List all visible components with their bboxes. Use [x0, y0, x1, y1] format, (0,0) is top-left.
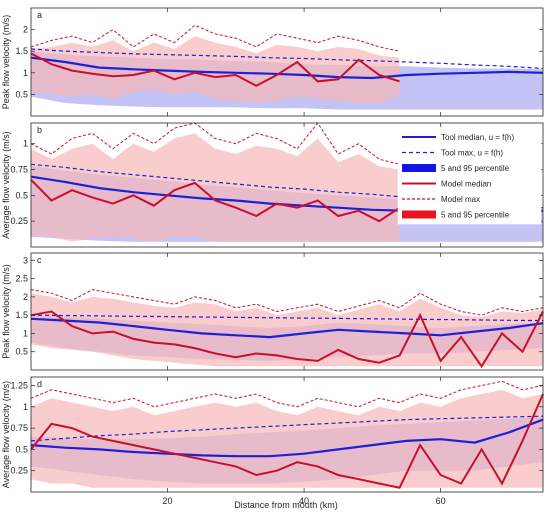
model-max-line [30, 122, 400, 165]
y-axis-label: Peak flow velocity (m/s) [1, 264, 11, 359]
model-max-line [30, 380, 544, 408]
panel-a-frame [30, 7, 544, 117]
model-median-line [30, 310, 544, 369]
model-percentile-band [31, 133, 400, 242]
legend: Tool median, u = f(h) Tool max, u = f(h) 5… [397, 127, 542, 225]
x-tick-label: 40 [299, 496, 309, 506]
tool-max-line [30, 415, 544, 442]
legend-swatch-tool-band [402, 164, 436, 172]
y-tick-label: 1 [23, 68, 28, 78]
model-median-line [30, 179, 401, 223]
legend-swatch-model-band [402, 210, 436, 219]
y-tick-label: 1.5 [15, 310, 28, 320]
y-tick-label: 0.25 [10, 466, 28, 476]
y-tick-label: 0.5 [15, 190, 28, 200]
legend-label: Tool median, u = f(h) [441, 133, 514, 142]
y-tick-label: 0.75 [10, 165, 28, 175]
legend-label: Tool max, u = f(h) [441, 149, 503, 158]
legend-label: Model max [441, 195, 480, 204]
y-axis-label: Peak flow velocity (m/s) [1, 15, 11, 110]
tool-median-line [30, 56, 544, 80]
y-tick-label: 0.5 [15, 444, 28, 454]
legend-label: 5 and 95 percentile [441, 164, 510, 173]
tool-median-line [30, 418, 544, 458]
y-tick-label: 3 [23, 255, 28, 265]
y-tick-label: 2 [23, 292, 28, 302]
model-median-line [30, 52, 400, 87]
panel-d-frame [30, 376, 544, 493]
x-tick-label: 20 [163, 496, 173, 506]
y-tick-label: 2 [23, 25, 28, 35]
tool-max-line [30, 314, 544, 322]
tool-median-line [30, 317, 544, 339]
y-tick-label: 0.5 [15, 347, 28, 357]
model-percentile-band [31, 389, 543, 488]
y-axis-label: Average flow velocity (m/s) [1, 381, 11, 488]
model-max-line [30, 289, 544, 316]
y-tick-label: 0.75 [10, 423, 28, 433]
y-tick-label: 1.25 [10, 381, 28, 391]
y-axis-label: Average flow velocity (m/s) [1, 131, 11, 238]
panels: 0.5 1 1.5 2 Peak flow velocity (m/s) a 0.25 0.5… [1, 7, 544, 506]
tool-max-line [30, 48, 544, 70]
legend-label: Model median [441, 180, 491, 189]
model-percentile-band [31, 293, 543, 367]
panel-b-frame [30, 122, 544, 248]
panel-c: 0.5 1 1.5 2 2.5 3 Peak flow velocity (m/s) c [1, 252, 544, 371]
legend-box [397, 127, 542, 225]
model-max-line [30, 24, 400, 52]
panel-label-a: a [37, 10, 42, 20]
x-tick-label: 60 [436, 496, 446, 506]
y-tick-label: 2.5 [15, 274, 28, 284]
y-tick-label: 1.5 [15, 46, 28, 56]
y-tick-label: 0.25 [10, 216, 28, 226]
panel-c-frame [30, 252, 544, 371]
panel-label-d: d [37, 379, 42, 389]
panel-a: 0.5 1 1.5 2 Peak flow velocity (m/s) a [1, 7, 544, 117]
panel-label-b: b [37, 125, 42, 135]
x-axis-label: Distance from mouth (km) [234, 500, 338, 510]
y-tick-label: 1 [23, 402, 28, 412]
y-tick-label: 0.5 [15, 89, 28, 99]
y-tick-label: 1 [23, 139, 28, 149]
legend-label: 5 and 95 percentile [441, 211, 510, 220]
panel-label-c: c [37, 255, 42, 265]
y-tick-label: 1 [23, 328, 28, 338]
model-median-line [30, 393, 544, 489]
